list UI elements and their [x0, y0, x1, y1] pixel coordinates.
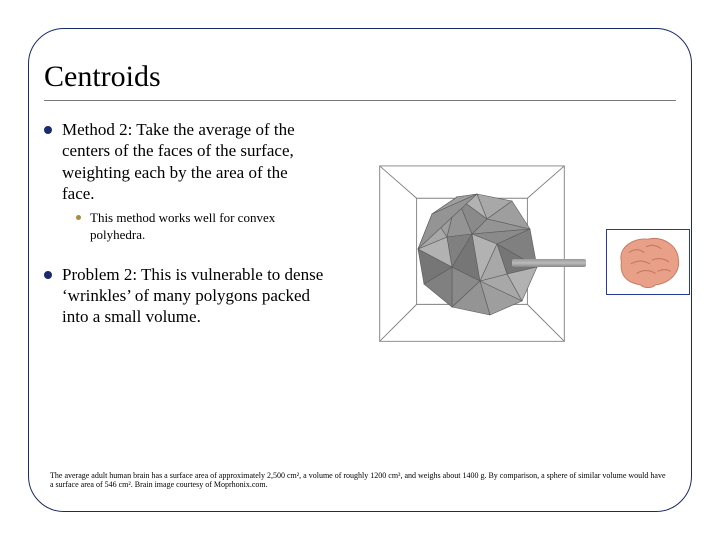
bullet-item: Method 2: Take the average of the center…	[44, 119, 324, 244]
bullet-item: Problem 2: This is vulnerable to dense ‘…	[44, 264, 324, 328]
brain-icon	[610, 233, 686, 291]
sub-bullet-item: This method works well for convex polyhe…	[76, 210, 324, 244]
bullet-text: Method 2: Take the average of the center…	[62, 120, 295, 203]
text-column: Method 2: Take the average of the center…	[44, 119, 324, 419]
sub-bullet-list: This method works well for convex polyhe…	[62, 210, 324, 244]
connector-bar	[512, 259, 586, 267]
bullet-list: Method 2: Take the average of the center…	[44, 119, 324, 328]
body-area: Method 2: Take the average of the center…	[44, 119, 676, 419]
footnote-text: The average adult human brain has a surf…	[44, 471, 676, 490]
figure-area	[342, 119, 676, 419]
slide-content: Centroids Method 2: Take the average of …	[44, 60, 676, 496]
polyhedron-mesh	[412, 189, 542, 319]
slide-title: Centroids	[44, 60, 676, 101]
bullet-text: Problem 2: This is vulnerable to dense ‘…	[62, 265, 323, 327]
brain-inset	[606, 229, 690, 295]
